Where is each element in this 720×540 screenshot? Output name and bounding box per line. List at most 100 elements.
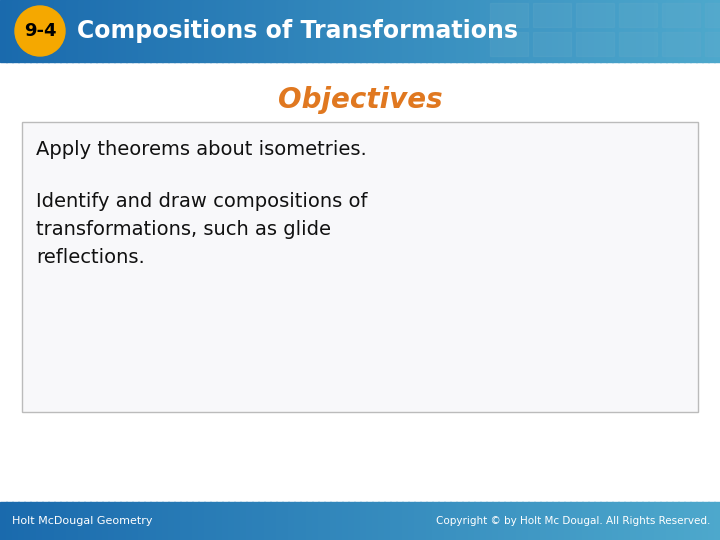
Bar xyxy=(630,0,636,62)
Bar xyxy=(306,502,312,540)
Bar xyxy=(84,502,91,540)
Bar xyxy=(708,502,714,540)
Text: Holt McDougal Geometry: Holt McDougal Geometry xyxy=(12,516,153,526)
Text: Identify and draw compositions of
transformations, such as glide
reflections.: Identify and draw compositions of transf… xyxy=(36,192,367,267)
Bar xyxy=(606,502,613,540)
Bar xyxy=(300,502,307,540)
Bar xyxy=(324,502,330,540)
Bar xyxy=(120,0,127,62)
Bar xyxy=(150,0,156,62)
Bar xyxy=(492,0,498,62)
Bar xyxy=(480,502,487,540)
Bar xyxy=(138,0,145,62)
Bar xyxy=(636,0,642,62)
Bar xyxy=(186,502,192,540)
Bar xyxy=(12,502,19,540)
Bar xyxy=(66,502,73,540)
Bar xyxy=(294,0,300,62)
Bar xyxy=(312,502,318,540)
Bar xyxy=(450,502,456,540)
Bar xyxy=(12,0,19,62)
Bar xyxy=(408,0,415,62)
Bar xyxy=(54,502,60,540)
Bar xyxy=(192,0,199,62)
Bar xyxy=(600,0,606,62)
Bar xyxy=(228,0,235,62)
Bar xyxy=(102,0,109,62)
Bar xyxy=(462,0,469,62)
Bar xyxy=(619,3,657,27)
Bar xyxy=(24,502,30,540)
Bar xyxy=(438,502,444,540)
Bar xyxy=(240,0,246,62)
Bar xyxy=(552,502,559,540)
Bar xyxy=(390,0,397,62)
Bar xyxy=(696,0,703,62)
Bar xyxy=(96,0,102,62)
Bar xyxy=(66,0,73,62)
Bar xyxy=(60,0,66,62)
Bar xyxy=(516,0,523,62)
Bar xyxy=(36,0,42,62)
Bar xyxy=(468,502,474,540)
Bar xyxy=(108,502,114,540)
Bar xyxy=(216,502,222,540)
Bar xyxy=(162,502,168,540)
Bar xyxy=(516,502,523,540)
Bar xyxy=(432,0,438,62)
Bar xyxy=(702,502,708,540)
Bar xyxy=(102,502,109,540)
Bar xyxy=(522,502,528,540)
Bar xyxy=(648,0,654,62)
Bar xyxy=(456,0,462,62)
Bar xyxy=(672,0,678,62)
Bar xyxy=(78,0,84,62)
Bar xyxy=(714,0,720,62)
Bar xyxy=(108,0,114,62)
Bar xyxy=(354,502,361,540)
Bar xyxy=(42,502,48,540)
Bar xyxy=(705,3,720,27)
Bar xyxy=(210,502,217,540)
Bar xyxy=(156,0,163,62)
Bar xyxy=(282,0,289,62)
Bar xyxy=(618,502,624,540)
Bar xyxy=(234,0,240,62)
Bar xyxy=(282,502,289,540)
Bar xyxy=(522,0,528,62)
Bar xyxy=(619,32,657,56)
Bar xyxy=(420,502,426,540)
Bar xyxy=(132,0,138,62)
Bar xyxy=(366,0,372,62)
Bar xyxy=(642,502,649,540)
Bar xyxy=(558,502,564,540)
Bar xyxy=(162,0,168,62)
Bar xyxy=(533,32,571,56)
Bar xyxy=(90,0,96,62)
Bar xyxy=(402,502,408,540)
Bar xyxy=(336,0,343,62)
Bar xyxy=(228,502,235,540)
Bar xyxy=(18,0,24,62)
Bar xyxy=(270,502,276,540)
Bar xyxy=(570,0,577,62)
Bar xyxy=(258,0,264,62)
Bar xyxy=(30,0,37,62)
Bar xyxy=(468,0,474,62)
Bar xyxy=(510,0,516,62)
Bar xyxy=(588,502,595,540)
Bar xyxy=(624,502,631,540)
Bar xyxy=(533,3,571,27)
Bar xyxy=(576,0,582,62)
Bar xyxy=(558,0,564,62)
Bar xyxy=(528,502,534,540)
Bar xyxy=(660,0,667,62)
Bar xyxy=(528,0,534,62)
Bar xyxy=(348,0,354,62)
Bar xyxy=(540,0,546,62)
Bar xyxy=(594,0,600,62)
Bar xyxy=(288,502,294,540)
Bar xyxy=(576,3,614,27)
Bar xyxy=(246,0,253,62)
Text: Objectives: Objectives xyxy=(278,86,442,114)
